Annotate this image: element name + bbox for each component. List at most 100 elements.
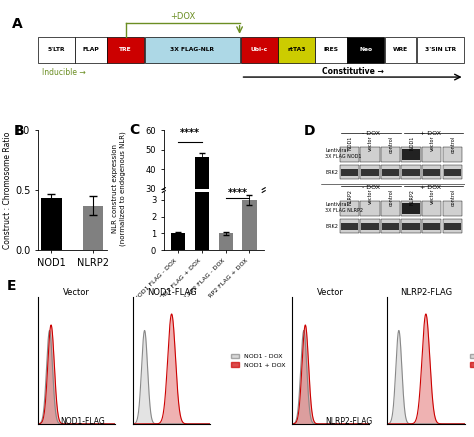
FancyBboxPatch shape [240,37,277,63]
Text: D: D [304,124,315,138]
FancyBboxPatch shape [401,219,421,233]
Text: NOD1: NOD1 [347,135,352,150]
FancyBboxPatch shape [381,201,401,216]
Text: Inducible →: Inducible → [42,68,86,77]
Bar [219,245,233,247]
Text: IRES: IRES [324,48,338,52]
Text: control: control [450,135,456,153]
Text: WRE: WRE [393,48,408,52]
FancyBboxPatch shape [75,37,107,63]
FancyBboxPatch shape [278,37,315,63]
FancyBboxPatch shape [38,37,75,63]
FancyBboxPatch shape [423,223,440,230]
Text: C: C [129,123,139,137]
Text: ERK2: ERK2 [325,224,338,229]
Text: +DOX: +DOX [170,12,195,21]
Title: Vector: Vector [318,288,344,297]
Text: control: control [450,189,456,206]
FancyBboxPatch shape [443,219,462,233]
FancyBboxPatch shape [381,219,401,233]
Text: ERK2: ERK2 [325,170,338,174]
Bar [82,206,103,250]
Text: 3X FLAG-NLR: 3X FLAG-NLR [170,48,214,52]
FancyBboxPatch shape [384,37,416,63]
FancyBboxPatch shape [107,37,144,63]
FancyBboxPatch shape [360,201,380,216]
FancyBboxPatch shape [360,165,380,179]
FancyBboxPatch shape [402,203,420,214]
Text: Lentiviral
3X FLAG NLRP2: Lentiviral 3X FLAG NLRP2 [325,202,363,213]
Text: vector: vector [368,135,373,151]
Bar [171,233,185,250]
FancyBboxPatch shape [361,223,379,230]
Text: NLRP2: NLRP2 [409,189,414,205]
FancyBboxPatch shape [360,147,380,163]
Text: Constitutive →: Constitutive → [321,67,383,76]
Bar [195,157,209,247]
FancyBboxPatch shape [402,223,420,230]
Text: - DOX: - DOX [362,185,380,190]
FancyBboxPatch shape [443,201,462,216]
Text: E: E [7,278,17,292]
FancyBboxPatch shape [422,165,441,179]
Bar [195,0,209,250]
FancyBboxPatch shape [341,223,358,230]
Text: A: A [12,17,23,31]
Bar [171,245,185,247]
FancyBboxPatch shape [401,165,421,179]
Text: Neo: Neo [359,48,372,52]
FancyBboxPatch shape [361,169,379,177]
FancyBboxPatch shape [417,37,464,63]
Text: NLRP2: NLRP2 [347,189,352,205]
Text: + DOX: + DOX [419,131,440,136]
Text: NLRP2-FLAG: NLRP2-FLAG [325,417,372,426]
Text: vector: vector [430,135,435,151]
Legend: NLRP2 - DOX, NLRP2 + DOX: NLRP2 - DOX, NLRP2 + DOX [470,354,474,368]
FancyBboxPatch shape [422,201,441,216]
Text: TRE: TRE [119,48,132,52]
FancyBboxPatch shape [443,165,462,179]
FancyBboxPatch shape [315,37,347,63]
Text: ****: **** [180,128,200,138]
FancyBboxPatch shape [422,219,441,233]
FancyBboxPatch shape [339,147,359,163]
Text: + DOX: + DOX [419,185,440,190]
FancyBboxPatch shape [382,169,399,177]
Bar [41,198,62,250]
FancyBboxPatch shape [339,201,359,216]
Text: - DOX: - DOX [362,131,380,136]
Text: control: control [389,189,393,206]
Text: Ubi-c: Ubi-c [250,48,268,52]
Text: 5'LTR: 5'LTR [48,48,65,52]
Bar [242,200,256,250]
Title: NLRP2-FLAG: NLRP2-FLAG [400,288,452,297]
FancyBboxPatch shape [341,169,358,177]
Bar [219,233,233,250]
Text: control: control [389,135,393,153]
Legend: NOD1 - DOX, NOD1 + DOX: NOD1 - DOX, NOD1 + DOX [231,354,285,368]
FancyBboxPatch shape [423,169,440,177]
Text: ****: **** [228,188,247,198]
Text: FLAP: FLAP [82,48,100,52]
Text: NOD1-FLAG: NOD1-FLAG [61,417,105,426]
FancyBboxPatch shape [443,147,462,163]
Text: B: B [14,124,25,138]
FancyBboxPatch shape [422,147,441,163]
Title: NOD1-FLAG: NOD1-FLAG [147,288,196,297]
FancyBboxPatch shape [381,165,401,179]
Text: Lentiviral
3X FLAG NOD1: Lentiviral 3X FLAG NOD1 [325,148,362,159]
Bar [242,241,256,247]
Text: vector: vector [368,189,373,205]
FancyBboxPatch shape [402,169,420,177]
FancyBboxPatch shape [347,37,384,63]
Text: vector: vector [430,189,435,205]
FancyBboxPatch shape [381,147,401,163]
FancyBboxPatch shape [382,223,399,230]
FancyBboxPatch shape [339,219,359,233]
FancyBboxPatch shape [402,149,420,160]
FancyBboxPatch shape [360,219,380,233]
Title: Vector: Vector [63,288,90,297]
Y-axis label: Construct : Chromosome Ratio: Construct : Chromosome Ratio [3,132,12,249]
FancyBboxPatch shape [401,201,421,216]
FancyBboxPatch shape [401,147,421,163]
